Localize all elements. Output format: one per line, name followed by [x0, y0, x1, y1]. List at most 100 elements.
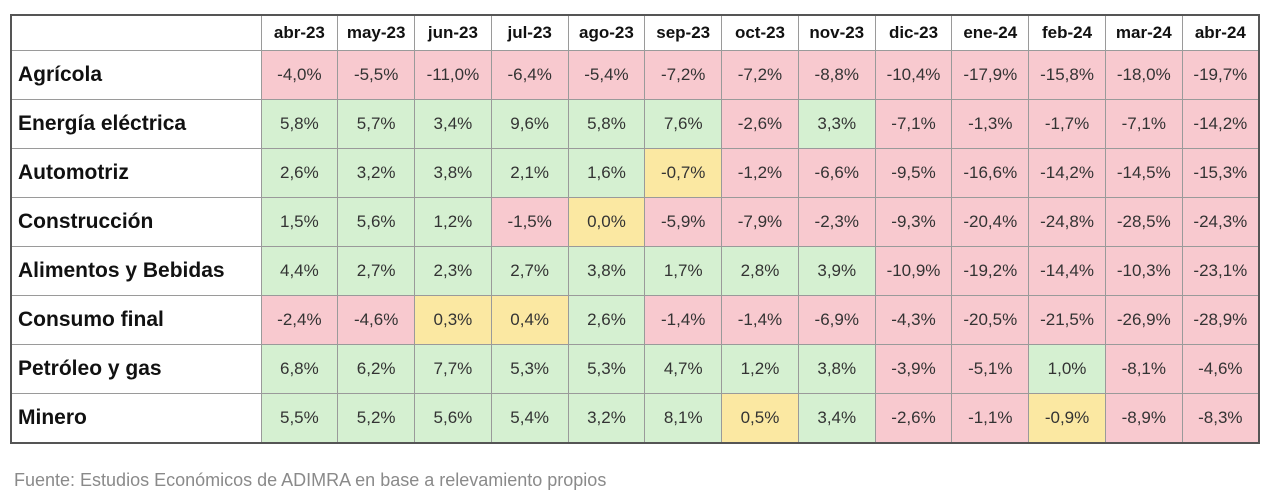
value-cell: -24,8%	[1028, 197, 1106, 247]
header-row: abr-23 may-23 jun-23 jul-23 ago-23 sep-23 oct-…	[10, 14, 1260, 51]
value-cell: 3,9%	[797, 246, 876, 296]
value-cell: -15,8%	[1028, 50, 1106, 100]
value-cell: -7,9%	[721, 197, 799, 247]
value-cell: -9,5%	[874, 148, 953, 198]
value-cell: -21,5%	[1028, 295, 1106, 345]
value-cell: 9,6%	[490, 99, 569, 149]
value-cell: 5,2%	[337, 393, 416, 444]
value-cell: -11,0%	[414, 50, 492, 100]
value-cell: 7,7%	[414, 344, 492, 394]
value-cell: -1,7%	[1028, 99, 1106, 149]
value-cell: 5,8%	[260, 99, 339, 149]
value-cell: -19,7%	[1181, 50, 1260, 100]
value-cell: -10,4%	[874, 50, 953, 100]
table-row: Petróleo y gas 6,8% 6,2% 7,7% 5,3% 5,3% 4,7% 1,…	[10, 344, 1260, 394]
value-cell: 2,6%	[260, 148, 339, 198]
table-row: Agrícola -4,0% -5,5% -11,0% -6,4% -5,4% -7,2% -…	[10, 50, 1260, 100]
value-cell: -8,1%	[1104, 344, 1183, 394]
column-header-mar-24: mar-24	[1104, 14, 1183, 51]
row-label: Energía eléctrica	[10, 99, 262, 149]
value-cell: -15,3%	[1181, 148, 1260, 198]
value-cell: -1,3%	[951, 99, 1030, 149]
value-cell: -5,5%	[337, 50, 416, 100]
value-cell: 1,2%	[721, 344, 799, 394]
column-header-may-23: may-23	[337, 14, 416, 51]
value-cell: -4,3%	[874, 295, 953, 345]
column-header-jul-23: jul-23	[490, 14, 569, 51]
value-cell: -14,2%	[1181, 99, 1260, 149]
value-cell: 5,8%	[567, 99, 646, 149]
value-cell: -1,4%	[721, 295, 799, 345]
table-row: Energía eléctrica 5,8% 5,7% 3,4% 9,6% 5,8% 7,6…	[10, 99, 1260, 149]
value-cell: 5,4%	[490, 393, 569, 444]
row-label: Petróleo y gas	[10, 344, 262, 394]
value-cell: -23,1%	[1181, 246, 1260, 296]
value-cell: 5,5%	[260, 393, 339, 444]
value-cell: 5,7%	[337, 99, 416, 149]
value-cell: -2,6%	[874, 393, 953, 444]
value-cell: 2,7%	[337, 246, 416, 296]
value-cell: 4,4%	[260, 246, 339, 296]
value-cell: -7,1%	[1104, 99, 1183, 149]
value-cell: -6,6%	[797, 148, 876, 198]
value-cell: 2,6%	[567, 295, 646, 345]
value-cell: -7,2%	[644, 50, 723, 100]
value-cell: -2,3%	[797, 197, 876, 247]
value-cell: 1,0%	[1028, 344, 1106, 394]
column-header-feb-24: feb-24	[1028, 14, 1106, 51]
row-label: Consumo final	[10, 295, 262, 345]
value-cell: 2,1%	[490, 148, 569, 198]
value-cell: -5,9%	[644, 197, 723, 247]
value-cell: -26,9%	[1104, 295, 1183, 345]
value-cell: -19,2%	[951, 246, 1030, 296]
value-cell: 3,8%	[797, 344, 876, 394]
value-cell: 3,3%	[797, 99, 876, 149]
value-cell: -1,4%	[644, 295, 723, 345]
value-cell: -16,6%	[951, 148, 1030, 198]
value-cell: 3,4%	[797, 393, 876, 444]
value-cell: -8,3%	[1181, 393, 1260, 444]
value-cell: -14,4%	[1028, 246, 1106, 296]
value-cell: 1,6%	[567, 148, 646, 198]
value-cell: 6,8%	[260, 344, 339, 394]
row-label: Alimentos y Bebidas	[10, 246, 262, 296]
value-cell: -20,4%	[951, 197, 1030, 247]
table-row: Consumo final -2,4% -4,6% 0,3% 0,4% 2,6% -1,4%…	[10, 295, 1260, 345]
value-cell: -2,4%	[260, 295, 339, 345]
table-row: Construcción 1,5% 5,6% 1,2% -1,5% 0,0% -5,9% -7…	[10, 197, 1260, 247]
value-cell: 1,5%	[260, 197, 339, 247]
value-cell: 6,2%	[337, 344, 416, 394]
value-cell: -10,9%	[874, 246, 953, 296]
value-cell: 1,2%	[414, 197, 492, 247]
source-note: Fuente: Estudios Económicos de ADIMRA en…	[14, 470, 607, 490]
value-cell: 8,1%	[644, 393, 723, 444]
value-cell: 5,6%	[337, 197, 416, 247]
table-row: Automotriz 2,6% 3,2% 3,8% 2,1% 1,6% -0,7% -1,2%…	[10, 148, 1260, 198]
table-row: Minero 5,5% 5,2% 5,6% 5,4% 3,2% 8,1% 0,5% 3,4% -2…	[10, 393, 1260, 444]
value-cell: -14,2%	[1028, 148, 1106, 198]
value-cell: -17,9%	[951, 50, 1030, 100]
table-row: Alimentos y Bebidas 4,4% 2,7% 2,3% 2,7% 3,8% 1…	[10, 246, 1260, 296]
value-cell: -1,1%	[951, 393, 1030, 444]
value-cell: -5,1%	[951, 344, 1030, 394]
value-cell: -2,6%	[721, 99, 799, 149]
value-cell: -28,5%	[1104, 197, 1183, 247]
value-cell: 1,7%	[644, 246, 723, 296]
column-header-dic-23: dic-23	[874, 14, 953, 51]
value-cell: 5,3%	[490, 344, 569, 394]
column-header-ago-23: ago-23	[567, 14, 646, 51]
value-cell: -4,0%	[260, 50, 339, 100]
value-cell: 3,8%	[414, 148, 492, 198]
value-cell: 5,6%	[414, 393, 492, 444]
value-cell: 3,2%	[567, 393, 646, 444]
value-cell: 0,4%	[490, 295, 569, 345]
value-cell: 2,8%	[721, 246, 799, 296]
value-cell: -9,3%	[874, 197, 953, 247]
value-cell: -1,5%	[490, 197, 569, 247]
value-cell: -4,6%	[1181, 344, 1260, 394]
value-cell: -0,9%	[1028, 393, 1106, 444]
heatmap-table-container: abr-23 may-23 jun-23 jul-23 ago-23 sep-23 oct-…	[10, 14, 1260, 444]
value-cell: 7,6%	[644, 99, 723, 149]
value-cell: -8,9%	[1104, 393, 1183, 444]
column-header-abr-24: abr-24	[1181, 14, 1260, 51]
